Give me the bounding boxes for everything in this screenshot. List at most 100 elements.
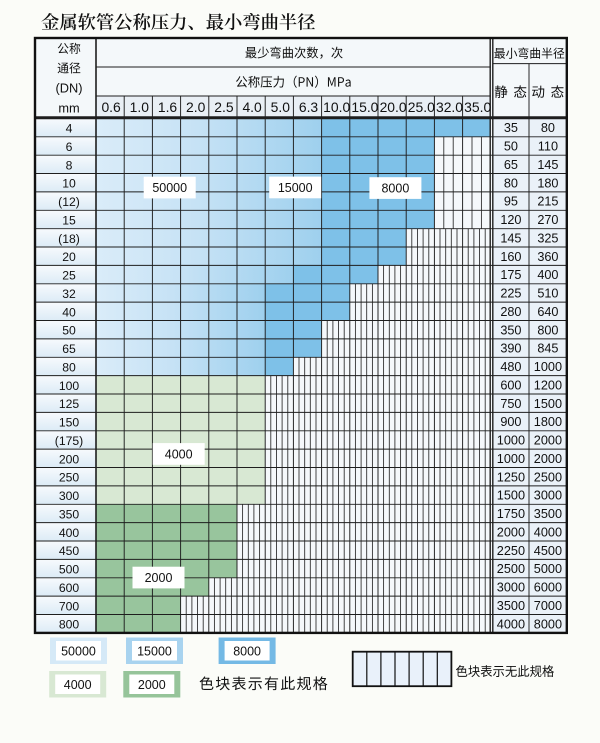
svg-text:750: 750 [500, 397, 521, 411]
svg-text:390: 390 [500, 342, 521, 356]
svg-text:15: 15 [62, 214, 76, 228]
svg-text:(175): (175) [55, 434, 83, 448]
svg-text:145: 145 [537, 158, 558, 172]
svg-text:35: 35 [504, 121, 518, 135]
svg-text:300: 300 [59, 489, 80, 503]
svg-text:1500: 1500 [497, 489, 525, 503]
svg-text:5.0: 5.0 [271, 99, 291, 115]
svg-text:500: 500 [59, 563, 80, 577]
svg-text:200: 200 [59, 452, 80, 466]
svg-text:80: 80 [504, 176, 518, 190]
svg-text:350: 350 [59, 508, 80, 522]
svg-text:3500: 3500 [497, 599, 525, 613]
svg-text:225: 225 [500, 287, 521, 301]
svg-text:1000: 1000 [497, 434, 525, 448]
svg-text:3000: 3000 [534, 489, 562, 503]
svg-text:110: 110 [538, 140, 558, 154]
svg-text:7000: 7000 [534, 599, 562, 613]
svg-text:80: 80 [541, 121, 555, 135]
svg-text:80: 80 [62, 361, 76, 375]
svg-text:10.0: 10.0 [323, 99, 350, 115]
svg-text:1.6: 1.6 [158, 99, 178, 115]
svg-text:mm: mm [58, 100, 79, 115]
svg-text:250: 250 [59, 471, 80, 485]
svg-text:125: 125 [59, 397, 80, 411]
svg-text:6.3: 6.3 [299, 99, 319, 115]
svg-text:1750: 1750 [497, 507, 525, 521]
svg-text:180: 180 [537, 176, 558, 190]
svg-text:640: 640 [537, 305, 558, 319]
svg-text:700: 700 [59, 599, 80, 613]
svg-text:0.6: 0.6 [101, 99, 121, 115]
svg-text:350: 350 [500, 323, 521, 337]
svg-text:4: 4 [66, 122, 73, 136]
svg-text:10: 10 [62, 177, 76, 191]
svg-text:2500: 2500 [534, 470, 562, 484]
svg-text:800: 800 [537, 323, 558, 337]
svg-text:25: 25 [62, 269, 76, 283]
svg-text:3500: 3500 [534, 507, 562, 521]
svg-text:8000: 8000 [534, 617, 562, 631]
svg-text:270: 270 [537, 213, 558, 227]
svg-text:6000: 6000 [534, 581, 562, 595]
svg-text:1800: 1800 [534, 415, 562, 429]
svg-text:35.0: 35.0 [464, 99, 491, 115]
svg-text:8000: 8000 [381, 182, 409, 196]
svg-text:65: 65 [504, 158, 518, 172]
svg-text:800: 800 [59, 618, 80, 632]
svg-text:95: 95 [504, 195, 518, 209]
svg-text:4000: 4000 [165, 448, 193, 462]
svg-text:480: 480 [500, 360, 521, 374]
svg-text:2500: 2500 [497, 562, 525, 576]
svg-text:100: 100 [59, 379, 80, 393]
svg-text:6: 6 [66, 140, 73, 154]
svg-text:1000: 1000 [534, 360, 562, 374]
svg-text:15000: 15000 [278, 181, 313, 195]
svg-text:450: 450 [59, 544, 80, 558]
svg-text:2.5: 2.5 [214, 99, 234, 115]
svg-text:32: 32 [62, 287, 76, 301]
svg-text:2000: 2000 [534, 434, 562, 448]
svg-text:4000: 4000 [497, 617, 525, 631]
svg-text:3000: 3000 [497, 581, 525, 595]
svg-text:25.0: 25.0 [408, 99, 435, 115]
svg-text:510: 510 [537, 287, 558, 301]
svg-text:1200: 1200 [534, 378, 562, 392]
svg-text:50000: 50000 [152, 181, 187, 195]
svg-text:145: 145 [500, 231, 521, 245]
svg-text:4.0: 4.0 [242, 99, 262, 115]
svg-text:120: 120 [500, 213, 521, 227]
svg-text:215: 215 [537, 195, 558, 209]
svg-text:8: 8 [66, 158, 73, 172]
svg-text:1250: 1250 [497, 470, 525, 484]
svg-text:(18): (18) [58, 232, 80, 246]
svg-text:175: 175 [500, 268, 521, 282]
svg-text:5000: 5000 [534, 562, 562, 576]
svg-text:4500: 4500 [534, 544, 562, 558]
svg-text:40: 40 [62, 305, 76, 319]
svg-text:4000: 4000 [534, 525, 562, 539]
svg-text:2000: 2000 [138, 678, 166, 692]
svg-text:20: 20 [62, 250, 76, 264]
svg-text:2000: 2000 [497, 525, 525, 539]
svg-text:1.0: 1.0 [130, 99, 150, 115]
svg-text:50000: 50000 [61, 644, 96, 658]
svg-text:280: 280 [500, 305, 521, 319]
svg-text:2250: 2250 [497, 544, 525, 558]
svg-text:15.0: 15.0 [351, 99, 378, 115]
svg-text:2.0: 2.0 [186, 99, 206, 115]
svg-text:(12): (12) [58, 195, 80, 209]
svg-text:150: 150 [59, 416, 80, 430]
svg-text:32.0: 32.0 [436, 99, 463, 115]
svg-text:1000: 1000 [497, 452, 525, 466]
svg-text:(DN): (DN) [55, 80, 82, 95]
svg-text:400: 400 [59, 526, 80, 540]
svg-text:360: 360 [537, 250, 558, 264]
svg-text:400: 400 [537, 268, 558, 282]
svg-text:50: 50 [504, 140, 518, 154]
svg-text:50: 50 [62, 324, 76, 338]
svg-text:2000: 2000 [534, 452, 562, 466]
svg-text:600: 600 [500, 378, 521, 392]
svg-text:15000: 15000 [137, 644, 172, 658]
svg-text:4000: 4000 [64, 678, 92, 692]
